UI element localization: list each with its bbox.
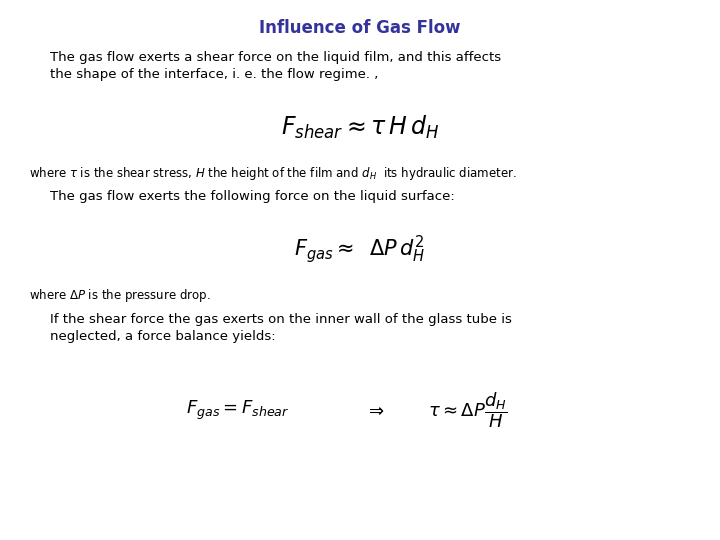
Text: The gas flow exerts a shear force on the liquid film, and this affects
the shape: The gas flow exerts a shear force on the…	[50, 51, 502, 82]
Text: If the shear force the gas exerts on the inner wall of the glass tube is
neglect: If the shear force the gas exerts on the…	[50, 313, 512, 343]
Text: where $\tau$ is the shear stress, $H$ the height of the film and $d_H$  its hydr: where $\tau$ is the shear stress, $H$ th…	[29, 165, 516, 181]
Text: $\Rightarrow$: $\Rightarrow$	[364, 401, 384, 420]
Text: $\tau \approx \Delta P \dfrac{d_H}{H}$: $\tau \approx \Delta P \dfrac{d_H}{H}$	[428, 390, 508, 430]
Text: where $\Delta P$ is the pressure drop.: where $\Delta P$ is the pressure drop.	[29, 287, 210, 304]
Text: $F_{shear} \approx \tau\, H\, d_H$: $F_{shear} \approx \tau\, H\, d_H$	[281, 113, 439, 140]
Text: The gas flow exerts the following force on the liquid surface:: The gas flow exerts the following force …	[50, 190, 455, 203]
Text: $F_{gas} \approx \;\; \Delta P\, d_H^{2}$: $F_{gas} \approx \;\; \Delta P\, d_H^{2}…	[294, 233, 426, 265]
Text: Influence of Gas Flow: Influence of Gas Flow	[259, 19, 461, 37]
Text: $F_{gas} = F_{shear}$: $F_{gas} = F_{shear}$	[186, 399, 289, 422]
